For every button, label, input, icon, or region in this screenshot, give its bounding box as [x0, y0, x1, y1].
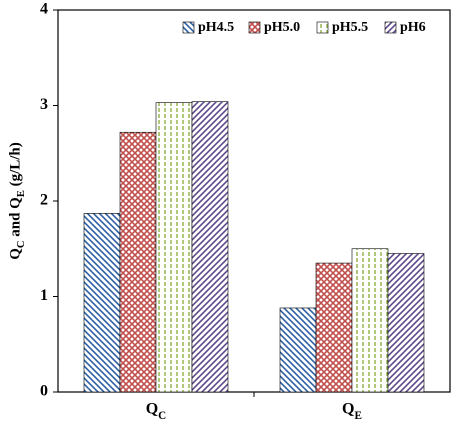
x-tick-label: QC — [146, 401, 167, 422]
y-tick-label: 3 — [40, 96, 48, 113]
bar — [191, 101, 229, 393]
legend-swatch — [316, 21, 329, 34]
bar — [351, 248, 389, 393]
x-tick-label: QE — [342, 401, 362, 422]
legend-label: pH4.5 — [198, 20, 234, 35]
legend-label: pH5.0 — [264, 20, 300, 35]
y-tick-label: 4 — [40, 1, 48, 18]
bar — [279, 307, 317, 393]
bar — [155, 102, 193, 393]
bar — [315, 262, 353, 393]
y-tick-label: 1 — [40, 287, 48, 304]
legend-swatch — [182, 21, 195, 34]
legend-label: pH5.5 — [332, 20, 368, 35]
bar — [83, 213, 121, 393]
bar — [387, 253, 425, 393]
y-tick-label: 0 — [40, 383, 48, 400]
legend-swatch — [384, 21, 397, 34]
legend-swatch — [248, 21, 261, 34]
y-axis-label: QC and QE (g/L/h) — [7, 142, 26, 260]
bar — [119, 131, 157, 393]
y-tick-label: 2 — [40, 192, 48, 209]
legend-label: pH6 — [400, 20, 426, 35]
